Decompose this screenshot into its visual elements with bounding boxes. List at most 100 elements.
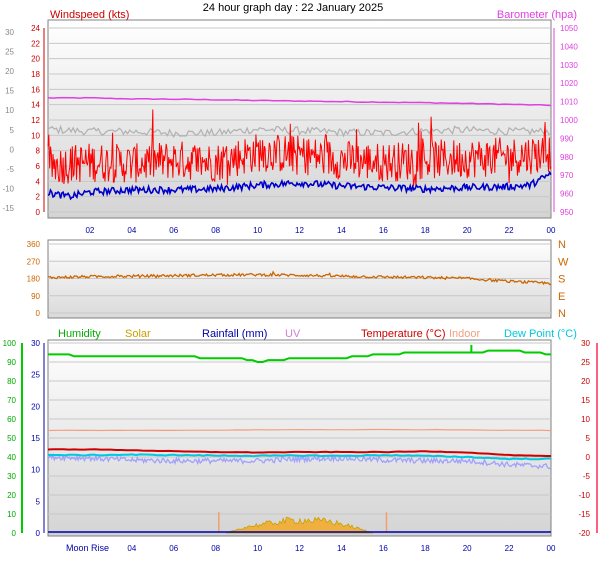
rain-axis-tick: 5	[36, 497, 41, 506]
gust-axis-tick: 25	[5, 47, 14, 56]
x-tick-label: 10	[253, 226, 262, 235]
barometer-axis-tick: 950	[560, 208, 574, 217]
temperature-axis-tick: 20	[581, 377, 590, 386]
wind-axis-tick: 8	[36, 147, 41, 156]
chart-marks: 024681012141618202224-15-10-505101520253…	[2, 24, 598, 553]
humidity-axis-tick: 30	[7, 472, 16, 481]
wind-axis-tick: 2	[36, 193, 41, 202]
temperature-axis-tick: -20	[578, 529, 590, 538]
wind-axis-tick: 18	[31, 70, 40, 79]
x-tick-label: 00	[547, 226, 556, 235]
rain-axis-tick: 15	[31, 434, 40, 443]
humidity-axis-tick: 20	[7, 491, 16, 500]
indoor-series-line	[47, 428, 552, 432]
x-tick-label: 14	[337, 544, 346, 553]
solar-series-area	[225, 516, 373, 534]
barometer-axis-tick: 1010	[560, 98, 578, 107]
x-tick-label: 08	[211, 544, 220, 553]
wind-axis-tick: 0	[36, 208, 41, 217]
x-tick-label: 00	[547, 544, 556, 553]
direction-axis-tick: 180	[27, 275, 41, 284]
gust-series-line	[47, 124, 552, 138]
temperature-axis-tick: 25	[581, 358, 590, 367]
compass-axis-label: N	[558, 308, 566, 320]
x-tick-label: 14	[337, 226, 346, 235]
rain-axis-tick: 30	[31, 339, 40, 348]
temperature-axis-tick: 5	[586, 434, 591, 443]
direction-axis-tick: 0	[36, 309, 41, 318]
temperature-axis-tick: 10	[581, 415, 590, 424]
wind-axis-tick: 14	[31, 101, 40, 110]
gust-axis-tick: 30	[5, 28, 14, 37]
legend-solar: Solar	[125, 328, 151, 340]
wind-axis-tick: 12	[31, 116, 40, 125]
rain-axis-tick: 0	[36, 529, 41, 538]
barometer-axis-tick: 960	[560, 190, 574, 199]
temperature-axis-tick: -10	[578, 491, 590, 500]
compass-axis-label: S	[558, 274, 565, 286]
humidity-axis-tick: 60	[7, 415, 16, 424]
legend-humidity: Humidity	[58, 328, 101, 340]
gust-axis-tick: -5	[7, 165, 15, 174]
windspeed-series-line	[47, 109, 552, 188]
moon-rise-label: Moon Rise	[66, 543, 109, 553]
legend-dewpoint: Dew Point (°C)	[504, 328, 577, 340]
wind-axis-tick: 22	[31, 39, 40, 48]
wind-axis-tick: 6	[36, 162, 41, 171]
direction-axis-tick: 360	[27, 240, 41, 249]
x-tick-label: 20	[463, 226, 472, 235]
temperature-axis-tick: 0	[586, 453, 591, 462]
humidity-axis-tick: 40	[7, 453, 16, 462]
x-tick-label: 08	[211, 226, 220, 235]
barometer-axis-tick: 1020	[560, 79, 578, 88]
legend-rainfall: Rainfall (mm)	[202, 328, 267, 340]
temperature-axis-tick: 15	[581, 396, 590, 405]
legend-indoor: Indoor	[449, 328, 481, 340]
legend-temperature: Temperature (°C)	[361, 328, 445, 340]
temperature-axis-tick: -5	[583, 472, 591, 481]
gust-axis-tick: -15	[2, 204, 14, 213]
barometer-axis-tick: 1050	[560, 24, 578, 33]
barometer-axis-tick: 990	[560, 134, 574, 143]
x-tick-label: 18	[421, 226, 430, 235]
humidity-axis-tick: 80	[7, 377, 16, 386]
x-tick-label: 22	[505, 544, 514, 553]
barometer-series-line	[47, 96, 552, 107]
gust-axis-tick: 20	[5, 67, 14, 76]
barometer-legend: Barometer (hpa)	[497, 9, 577, 21]
direction-axis-tick: 270	[27, 257, 41, 266]
humidity-axis-tick: 10	[7, 510, 16, 519]
x-tick-label: 06	[169, 544, 178, 553]
gust-axis-tick: 5	[10, 126, 15, 135]
chart-title: 24 hour graph day : 22 January 2025	[203, 2, 383, 14]
humidity-series-line	[48, 349, 551, 363]
x-tick-label: 16	[379, 226, 388, 235]
gust-axis-tick: 0	[10, 145, 15, 154]
gust-axis-tick: 10	[5, 106, 14, 115]
humidity-axis-tick: 0	[12, 529, 17, 538]
direction-axis-tick: 90	[31, 292, 40, 301]
gust-axis-tick: -10	[2, 185, 14, 194]
rain-axis-tick: 20	[31, 402, 40, 411]
temperature-series-line	[47, 448, 551, 457]
humidity-axis-tick: 50	[7, 434, 16, 443]
barometer-axis-tick: 1030	[560, 61, 578, 70]
wind-axis-tick: 24	[31, 24, 40, 33]
x-tick-label: 20	[463, 544, 472, 553]
humidity-axis-tick: 70	[7, 396, 16, 405]
temperature-axis-tick: -15	[578, 510, 590, 519]
compass-axis-label: N	[558, 239, 566, 251]
x-tick-label: 02	[85, 226, 94, 235]
x-tick-label: 12	[295, 226, 304, 235]
wind-axis-tick: 16	[31, 85, 40, 94]
compass-axis-label: E	[558, 291, 565, 303]
barometer-axis-tick: 1040	[560, 42, 578, 51]
humidity-axis-tick: 90	[7, 358, 16, 367]
x-tick-label: 16	[379, 544, 388, 553]
x-tick-label: 04	[127, 544, 136, 553]
humidity-axis-tick: 100	[3, 339, 17, 348]
x-tick-label: 04	[127, 226, 136, 235]
uv-series-line	[47, 452, 552, 470]
wind-axis-tick: 20	[31, 55, 40, 64]
x-tick-label: 12	[295, 544, 304, 553]
